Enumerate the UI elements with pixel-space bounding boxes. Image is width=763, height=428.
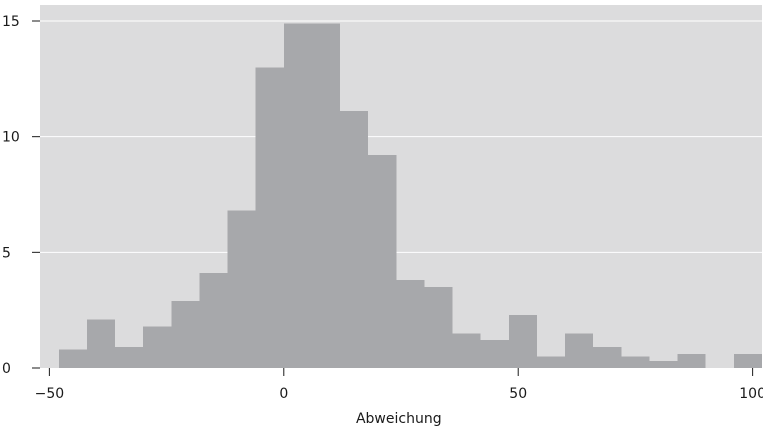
y-tick-label: 0 (2, 361, 11, 377)
histogram-bar (368, 155, 397, 368)
histogram-bar (536, 356, 566, 368)
histogram-bar (649, 361, 678, 368)
histogram-bar (733, 354, 762, 368)
y-tick-label: 5 (2, 245, 11, 261)
histogram-bar (508, 314, 537, 368)
y-axis-ticks: 0 5 10 15 (2, 14, 40, 377)
histogram-bar (115, 347, 144, 368)
grid-lines (40, 20, 762, 253)
histogram-bars (58, 23, 762, 369)
histogram-bar (480, 340, 509, 368)
histogram-bar (143, 326, 172, 368)
histogram-bar (199, 273, 228, 368)
histogram-bar (58, 349, 87, 368)
histogram-bar (677, 354, 706, 368)
histogram-bar (171, 300, 200, 368)
histogram-bar (621, 356, 650, 368)
x-tick-label: 0 (279, 386, 288, 402)
histogram-bar (255, 67, 284, 369)
histogram-bar (86, 319, 116, 368)
histogram-bar (340, 111, 369, 368)
x-axis-label: Abweichung (356, 411, 442, 427)
histogram-bar (565, 333, 594, 368)
x-tick-label: 100 (739, 386, 763, 402)
y-tick-label: 15 (2, 14, 20, 30)
histogram-bar (396, 280, 425, 368)
x-axis-ticks: −50 0 50 100 (35, 368, 763, 402)
histogram-bar (283, 23, 312, 369)
x-tick-label: 50 (509, 386, 527, 402)
histogram-bar (593, 347, 622, 368)
x-tick-label: −50 (35, 386, 65, 402)
histogram-bar (311, 23, 341, 369)
histogram-bar (452, 333, 481, 368)
histogram-bar (227, 210, 256, 368)
y-tick-label: 10 (2, 130, 20, 146)
histogram-bar (424, 287, 453, 368)
